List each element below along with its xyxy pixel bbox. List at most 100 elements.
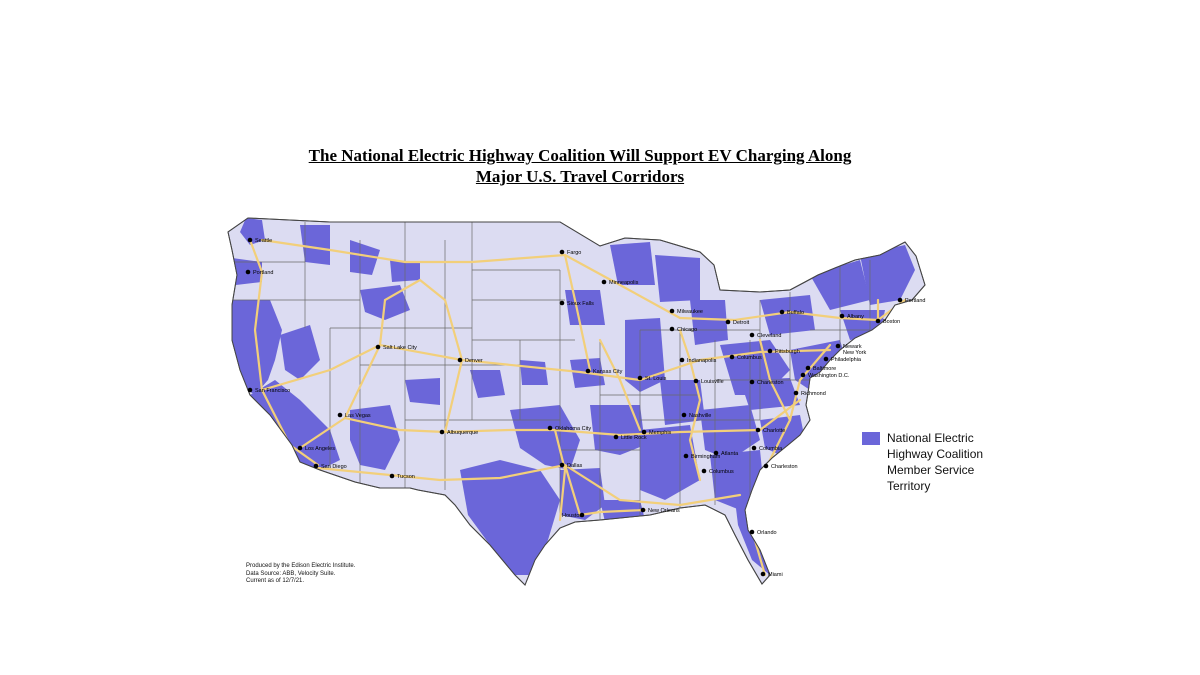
city-st-louis: St. Louis: [637, 375, 667, 382]
city-label: Detroit: [733, 320, 750, 326]
city-label: Indianapolis: [687, 358, 717, 364]
city-label: Baltimore: [813, 366, 836, 372]
city-label: Portland: [253, 270, 274, 276]
city-label: Philadelphia: [831, 357, 862, 363]
city-houston: Houston: [562, 512, 585, 519]
city-label: Orlando: [757, 530, 777, 536]
city-oklahoma-city: Oklahoma City: [547, 425, 591, 432]
city-seattle: Seattle: [247, 237, 272, 244]
city-label: Columbia: [759, 446, 783, 452]
city-label: Miami: [768, 572, 783, 578]
city-label: Tucson: [397, 474, 415, 480]
city-label: Las Vegas: [345, 413, 371, 419]
city-label: New Orleans: [648, 508, 680, 514]
city-newark: Newark: [835, 343, 862, 350]
city-birmingham: Birmingham: [683, 453, 721, 460]
city-label: Oklahoma City: [555, 426, 591, 432]
city-label: Denver: [465, 358, 483, 364]
city-label: Seattle: [255, 238, 272, 244]
city-minneapolis: Minneapolis: [601, 279, 639, 286]
city-indianapolis: Indianapolis: [679, 357, 717, 364]
city-new-york: New York: [843, 350, 866, 356]
city-dallas: Dallas: [559, 462, 583, 469]
city-sioux-falls: Sioux Falls: [559, 300, 594, 307]
city-salt-lake-city: Salt Lake City: [375, 344, 417, 351]
city-label: Columbus: [709, 469, 734, 475]
city-miami: Miami: [760, 571, 783, 578]
city-new-orleans: New Orleans: [640, 507, 680, 514]
city-label: St. Louis: [645, 376, 667, 382]
city-label: Portland: [905, 298, 926, 304]
city-label: Charlotte: [763, 428, 785, 434]
city-portland-or: Portland: [245, 269, 274, 276]
city-label: New York: [843, 350, 866, 356]
credits-date: Current as of 12/7/21.: [246, 578, 305, 584]
city-label: Richmond: [801, 391, 826, 397]
city-columbia: Columbia: [751, 445, 783, 452]
city-label: Atlanta: [721, 451, 739, 457]
city-label: Charleston: [757, 380, 784, 386]
city-nashville: Nashville: [681, 412, 711, 419]
city-tucson: Tucson: [389, 473, 415, 480]
city-label: Milwaukee: [677, 309, 703, 315]
city-label: Memphis: [649, 430, 672, 436]
city-label: San Diego: [321, 464, 347, 470]
city-label: Boston: [883, 319, 900, 325]
city-las-vegas: Las Vegas: [337, 412, 371, 419]
city-label: San Francisco: [255, 388, 290, 394]
city-label: Kansas City: [593, 369, 623, 375]
city-portland-me: Portland: [897, 297, 926, 304]
city-albany: Albany: [839, 313, 864, 320]
city-label: Houston: [562, 513, 583, 519]
city-label: Minneapolis: [609, 280, 639, 286]
city-label: Charleston: [771, 464, 798, 470]
city-charleston-sc: Charleston: [763, 463, 798, 470]
city-fargo: Fargo: [559, 249, 581, 256]
city-label: Salt Lake City: [383, 345, 417, 351]
legend-swatch: [862, 432, 880, 445]
map-title: The National Electric Highway Coalition …: [230, 145, 930, 187]
city-charleston-wv: Charleston: [749, 379, 784, 386]
city-san-diego: San Diego: [313, 463, 347, 470]
city-los-angeles: Los Angeles: [297, 445, 335, 452]
city-label: Louisville: [701, 379, 724, 385]
city-milwaukee: Milwaukee: [669, 308, 703, 315]
city-label: Chicago: [677, 327, 697, 333]
city-chicago: Chicago: [669, 326, 697, 333]
title-line-1: The National Electric Highway Coalition …: [308, 146, 852, 165]
city-cleveland: Cleveland: [749, 332, 781, 339]
city-label: Dallas: [567, 463, 583, 469]
city-albuquerque: Albuquerque: [439, 429, 478, 436]
credits: Produced by the Edison Electric Institut…: [246, 563, 355, 586]
city-label: Washington D.C.: [808, 373, 850, 379]
city-kansas-city: Kansas City: [585, 368, 623, 375]
city-label: Fargo: [567, 250, 581, 256]
city-detroit: Detroit: [725, 319, 750, 326]
title-line-2: Major U.S. Travel Corridors: [475, 167, 685, 186]
city-label: Birmingham: [691, 454, 721, 460]
city-label: Pittsburgh: [775, 349, 800, 355]
city-label: Cleveland: [757, 333, 781, 339]
city-label: Newark: [843, 344, 862, 350]
city-label: Sioux Falls: [567, 301, 594, 307]
city-label: Little Rock: [621, 435, 647, 441]
city-columbus-oh: Columbus: [729, 354, 762, 361]
map-land: [227, 217, 926, 586]
city-label: Buffalo: [787, 310, 804, 316]
credits-producer: Produced by the Edison Electric Institut…: [246, 563, 356, 569]
city-atlanta: Atlanta: [713, 450, 739, 457]
city-louisville: Louisville: [693, 378, 724, 385]
state-borders: [232, 222, 871, 520]
legend-label: National Electric Highway Coalition Memb…: [887, 431, 984, 493]
city-richmond: Richmond: [793, 390, 826, 397]
city-markers: Seattle Portland Fargo Minneapolis Sioux…: [245, 237, 926, 578]
city-charlotte: Charlotte: [755, 427, 785, 434]
city-washington-dc: Washington D.C.: [800, 372, 850, 379]
city-baltimore: Baltimore: [805, 365, 836, 372]
city-denver: Denver: [457, 357, 483, 364]
city-boston: Boston: [875, 318, 900, 325]
city-pittsburgh: Pittsburgh: [767, 348, 800, 355]
city-label: Los Angeles: [305, 446, 335, 452]
city-memphis: Memphis: [641, 429, 672, 436]
